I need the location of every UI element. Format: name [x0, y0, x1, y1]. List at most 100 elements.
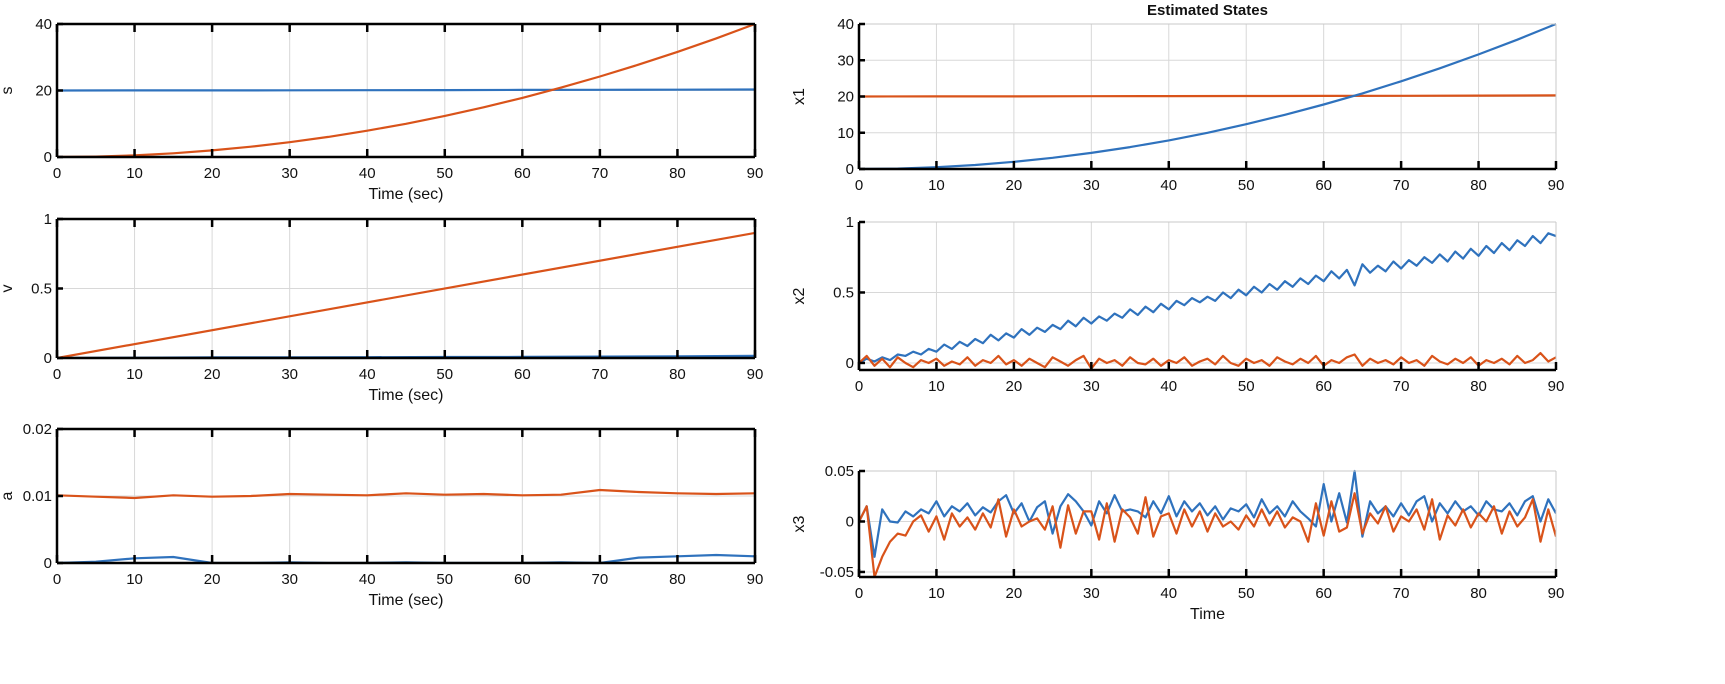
x-tick-label: 0 [53, 571, 61, 588]
series-line-orange [859, 352, 1556, 370]
x-tick-label: 20 [204, 165, 221, 182]
y-tick-label: 1 [44, 211, 52, 228]
x-tick-label: 60 [1315, 378, 1332, 395]
x-tick-label: 40 [359, 165, 376, 182]
x-tick-label: 30 [281, 165, 298, 182]
x-tick-label: 30 [281, 366, 298, 383]
x-tick-label: 50 [1238, 177, 1255, 194]
x-tick-label: 70 [592, 165, 609, 182]
series-line-blue [859, 469, 1556, 558]
x-tick-label: 0 [855, 585, 863, 602]
x-axis-label: Time (sec) [369, 186, 444, 203]
x-tick-label: 10 [126, 165, 143, 182]
x-tick-label: 20 [204, 366, 221, 383]
series-line-blue [859, 22, 1556, 170]
y-tick-label: 20 [837, 89, 854, 106]
series-line-orange [859, 94, 1556, 98]
y-tick-label: 0.5 [31, 281, 52, 298]
x-tick-label: 60 [1315, 585, 1332, 602]
y-tick-label: 0.02 [23, 421, 52, 438]
x-tick-label: 0 [53, 366, 61, 383]
subplot-x1: 0 10 20 30 40 50 60 70 80 90 0 10 20 30 40 x1 Estimated … [791, 2, 1564, 194]
x-tick-label: 50 [1238, 378, 1255, 395]
x-tick-label: 90 [747, 366, 764, 383]
y-tick-label: 0 [846, 355, 854, 372]
x-tick-label: 20 [1006, 177, 1023, 194]
y-tick-label: 40 [837, 16, 854, 33]
x-tick-label: 90 [1548, 177, 1565, 194]
subplot-v: 0 10 20 30 40 50 60 70 80 90 0 0.5 1 Time (sec) v [0, 211, 763, 404]
series-line-orange [57, 488, 755, 500]
x-tick-label: 20 [1006, 585, 1023, 602]
x-tick-label: 40 [1160, 585, 1177, 602]
x-tick-label: 40 [1160, 378, 1177, 395]
y-tick-label: 30 [837, 52, 854, 69]
x-axis-label: Time (sec) [369, 387, 444, 404]
x-tick-label: 50 [1238, 585, 1255, 602]
x-tick-label: 30 [1083, 177, 1100, 194]
series-line-orange [57, 22, 755, 158]
series-line-orange [859, 492, 1556, 578]
x-tick-label: 0 [855, 378, 863, 395]
x-tick-label: 30 [1083, 585, 1100, 602]
x-tick-label: 90 [1548, 585, 1565, 602]
x-tick-label: 40 [359, 366, 376, 383]
x-tick-label: 50 [436, 366, 453, 383]
x-tick-label: 80 [1470, 177, 1487, 194]
y-tick-label: 10 [837, 125, 854, 142]
y-axis-label: s [0, 87, 16, 95]
y-tick-label: -0.05 [820, 564, 854, 581]
x-tick-label: 90 [747, 571, 764, 588]
y-axis-label: x1 [791, 88, 808, 105]
x-tick-label: 70 [1393, 585, 1410, 602]
x-tick-label: 70 [592, 571, 609, 588]
y-tick-label: 40 [35, 16, 52, 33]
x-tick-label: 70 [1393, 378, 1410, 395]
subplot-x2: 0 10 20 30 40 50 60 70 80 90 0 0.5 1 x2 [791, 214, 1564, 395]
chart-title: Estimated States [1147, 2, 1268, 19]
y-axis-label: x3 [791, 515, 808, 532]
x-tick-label: 80 [669, 366, 686, 383]
x-tick-label: 70 [592, 366, 609, 383]
x-tick-label: 50 [436, 571, 453, 588]
y-axis-label: v [0, 285, 16, 293]
x-tick-label: 30 [1083, 378, 1100, 395]
series-line-blue [57, 88, 755, 92]
x-tick-label: 10 [126, 366, 143, 383]
x-tick-label: 80 [669, 165, 686, 182]
subplot-a: 0 10 20 30 40 50 60 70 80 90 0 0.01 0.02 Time (sec) a [0, 421, 763, 609]
x-axis-label: Time [1190, 606, 1225, 623]
x-tick-label: 10 [126, 571, 143, 588]
y-tick-label: 0 [44, 350, 52, 367]
x-tick-label: 20 [204, 571, 221, 588]
x-tick-label: 10 [928, 177, 945, 194]
x-axis-label: Time (sec) [369, 592, 444, 609]
series-line-orange [57, 231, 755, 359]
x-tick-label: 90 [1548, 378, 1565, 395]
y-tick-label: 20 [35, 83, 52, 100]
y-tick-label: 0.05 [825, 463, 854, 480]
y-tick-label: 0.01 [23, 488, 52, 505]
y-axis-label: x2 [791, 287, 808, 304]
x-tick-label: 60 [514, 571, 531, 588]
y-tick-label: 0 [44, 555, 52, 572]
x-tick-label: 60 [1315, 177, 1332, 194]
x-tick-label: 80 [1470, 585, 1487, 602]
x-tick-label: 0 [855, 177, 863, 194]
x-tick-label: 0 [53, 165, 61, 182]
x-tick-label: 10 [928, 585, 945, 602]
x-tick-label: 40 [1160, 177, 1177, 194]
x-tick-label: 60 [514, 366, 531, 383]
x-tick-label: 30 [281, 571, 298, 588]
y-tick-label: 0 [44, 149, 52, 166]
y-axis-label: a [0, 491, 16, 500]
series-line-blue [859, 232, 1556, 364]
x-tick-label: 60 [514, 165, 531, 182]
x-tick-label: 90 [747, 165, 764, 182]
x-tick-label: 10 [928, 378, 945, 395]
subplot-s: 0 10 20 30 40 50 60 70 80 90 0 20 40 Time (sec) s [0, 16, 763, 203]
y-tick-label: 0 [846, 161, 854, 178]
x-tick-label: 70 [1393, 177, 1410, 194]
